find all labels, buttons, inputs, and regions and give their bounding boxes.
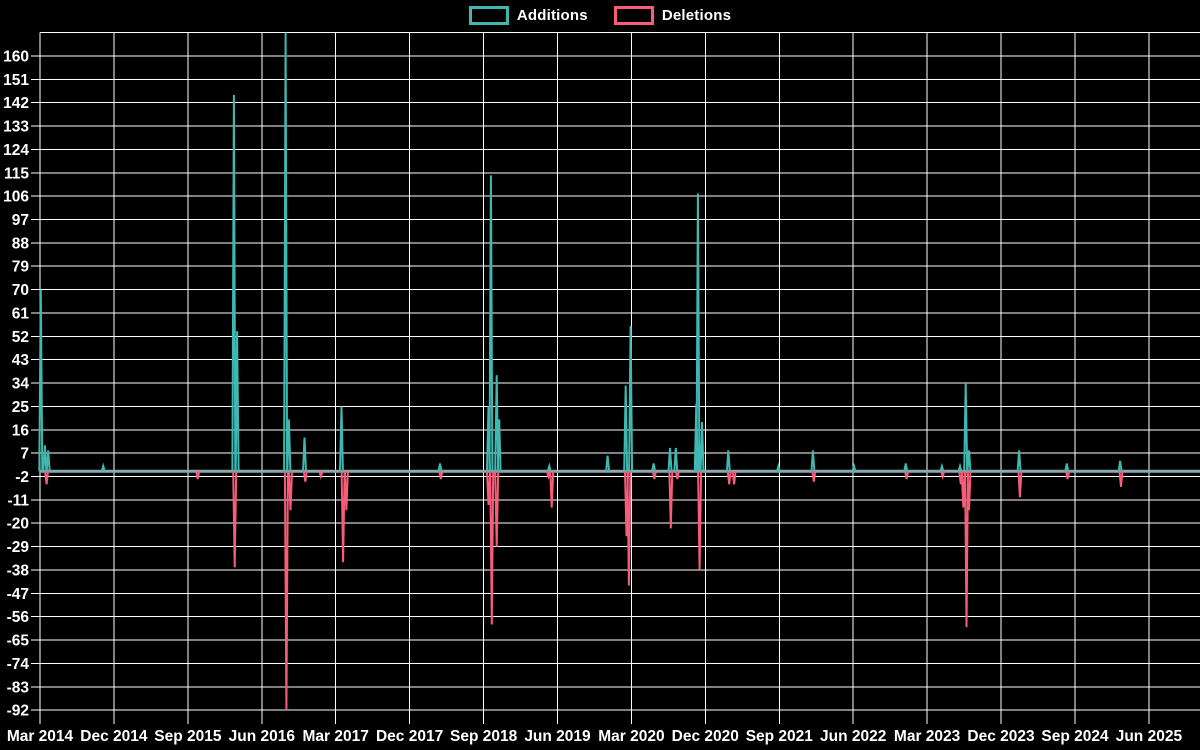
legend-item-additions[interactable]: Additions <box>468 6 588 25</box>
x-axis-label: Dec 2014 <box>80 728 148 745</box>
x-axis-label: Mar 2020 <box>598 728 664 745</box>
y-axis-label: 151 <box>3 72 29 89</box>
x-axis-label: Mar 2017 <box>303 728 369 745</box>
x-axis-label: Dec 2020 <box>672 728 739 745</box>
x-axis-label: Dec 2017 <box>376 728 443 745</box>
y-axis-label: 25 <box>12 399 30 416</box>
y-axis-label: -83 <box>7 679 30 696</box>
y-axis-label: 88 <box>12 235 30 252</box>
x-axis-label: Sep 2015 <box>154 728 222 745</box>
y-axis-label: -29 <box>7 539 30 556</box>
y-axis-label: 106 <box>3 189 29 206</box>
y-axis-label: 142 <box>3 95 29 112</box>
y-axis-label: -38 <box>7 562 30 579</box>
y-axis-label: -74 <box>7 656 30 673</box>
y-axis-label: 115 <box>4 165 29 182</box>
y-axis-label: 79 <box>12 259 30 276</box>
x-axis-label: Sep 2024 <box>1041 728 1109 745</box>
y-axis-label: 7 <box>20 446 29 463</box>
series-additions <box>38 32 1123 472</box>
chart-legend: Additions Deletions <box>0 6 1200 25</box>
y-axis-label: -65 <box>7 633 30 650</box>
x-axis-label: Jun 2016 <box>229 728 296 745</box>
x-axis-label: Sep 2021 <box>746 728 814 745</box>
y-axis-label: 34 <box>12 376 30 393</box>
y-axis-label: 97 <box>12 212 29 229</box>
series-deletions <box>44 471 1124 711</box>
additions-swatch-icon <box>468 6 509 25</box>
x-axis-label: Sep 2018 <box>450 728 518 745</box>
y-axis-label: 133 <box>3 119 29 136</box>
y-axis-label: -2 <box>15 469 29 486</box>
x-axis-label: Jun 2025 <box>1116 728 1183 745</box>
legend-label-additions: Additions <box>516 7 588 24</box>
y-axis-label: 43 <box>12 352 30 369</box>
deletions-swatch-icon <box>613 6 654 25</box>
y-axis-label: 160 <box>3 48 29 65</box>
legend-item-deletions[interactable]: Deletions <box>613 6 732 25</box>
y-axis-label: -11 <box>7 492 29 509</box>
x-axis-label: Mar 2014 <box>7 728 74 745</box>
y-axis-label: -56 <box>7 609 30 626</box>
y-axis-label: 61 <box>12 305 30 322</box>
y-axis-label: 52 <box>12 329 29 346</box>
legend-label-deletions: Deletions <box>661 7 732 24</box>
y-axis-label: -47 <box>7 586 29 603</box>
x-axis-label: Jun 2022 <box>820 728 886 745</box>
y-axis-label: 16 <box>12 422 30 439</box>
y-axis-label: -20 <box>7 516 29 533</box>
x-axis-label: Jun 2019 <box>524 728 591 745</box>
y-axis-label: 124 <box>3 142 29 159</box>
x-axis-label: Mar 2023 <box>894 728 961 745</box>
y-axis-label: 70 <box>12 282 29 299</box>
x-axis-label: Dec 2023 <box>967 728 1035 745</box>
y-axis-label: -92 <box>7 703 29 720</box>
